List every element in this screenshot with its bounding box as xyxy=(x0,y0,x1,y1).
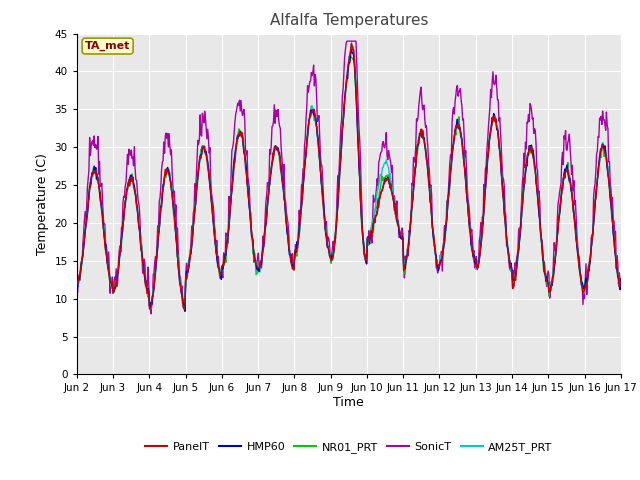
SonicT xyxy=(139,269,147,275)
AM25T_PRT xyxy=(223,237,231,243)
AM25T_PRT xyxy=(348,41,355,47)
AM25T_PRT xyxy=(195,168,202,174)
SonicT xyxy=(617,282,625,288)
NR01_PRT xyxy=(433,261,440,266)
SonicT xyxy=(147,311,155,317)
AM25T_PRT xyxy=(73,280,81,286)
SonicT xyxy=(433,264,440,270)
AM25T_PRT xyxy=(139,256,147,262)
PanelT xyxy=(417,131,424,137)
HMP60 xyxy=(617,276,625,282)
SonicT xyxy=(417,88,424,94)
HMP60 xyxy=(348,47,355,52)
HMP60 xyxy=(223,237,231,243)
PanelT xyxy=(617,280,625,286)
PanelT xyxy=(195,165,202,171)
Y-axis label: Temperature (C): Temperature (C) xyxy=(36,153,49,255)
HMP60 xyxy=(83,215,90,221)
Line: HMP60: HMP60 xyxy=(77,49,621,311)
SonicT xyxy=(223,233,231,239)
Line: AM25T_PRT: AM25T_PRT xyxy=(77,44,621,311)
NR01_PRT xyxy=(346,53,353,59)
SonicT xyxy=(343,38,351,44)
NR01_PRT xyxy=(73,280,81,286)
SonicT xyxy=(73,279,81,285)
HMP60 xyxy=(195,165,202,170)
NR01_PRT xyxy=(83,215,90,220)
HMP60 xyxy=(181,308,189,314)
PanelT xyxy=(83,219,90,225)
PanelT xyxy=(73,279,81,285)
Text: TA_met: TA_met xyxy=(85,41,131,51)
Line: SonicT: SonicT xyxy=(77,41,621,314)
Title: Alfalfa Temperatures: Alfalfa Temperatures xyxy=(269,13,428,28)
AM25T_PRT xyxy=(417,133,424,139)
AM25T_PRT xyxy=(617,284,625,290)
PanelT xyxy=(139,260,147,265)
HMP60 xyxy=(139,257,147,263)
X-axis label: Time: Time xyxy=(333,396,364,409)
NR01_PRT xyxy=(617,280,625,286)
AM25T_PRT xyxy=(181,308,189,314)
SonicT xyxy=(83,205,90,211)
HMP60 xyxy=(433,252,440,258)
NR01_PRT xyxy=(223,243,231,249)
NR01_PRT xyxy=(195,169,202,175)
SonicT xyxy=(195,141,202,147)
Line: NR01_PRT: NR01_PRT xyxy=(77,56,621,308)
AM25T_PRT xyxy=(433,258,440,264)
HMP60 xyxy=(417,132,424,138)
NR01_PRT xyxy=(417,129,424,134)
Legend: PanelT, HMP60, NR01_PRT, SonicT, AM25T_PRT: PanelT, HMP60, NR01_PRT, SonicT, AM25T_P… xyxy=(141,438,557,458)
PanelT xyxy=(180,306,188,312)
Line: PanelT: PanelT xyxy=(77,43,621,309)
PanelT xyxy=(348,40,355,46)
HMP60 xyxy=(73,280,81,286)
AM25T_PRT xyxy=(83,213,90,219)
NR01_PRT xyxy=(147,305,155,311)
PanelT xyxy=(433,259,440,264)
PanelT xyxy=(223,234,231,240)
NR01_PRT xyxy=(139,261,147,267)
